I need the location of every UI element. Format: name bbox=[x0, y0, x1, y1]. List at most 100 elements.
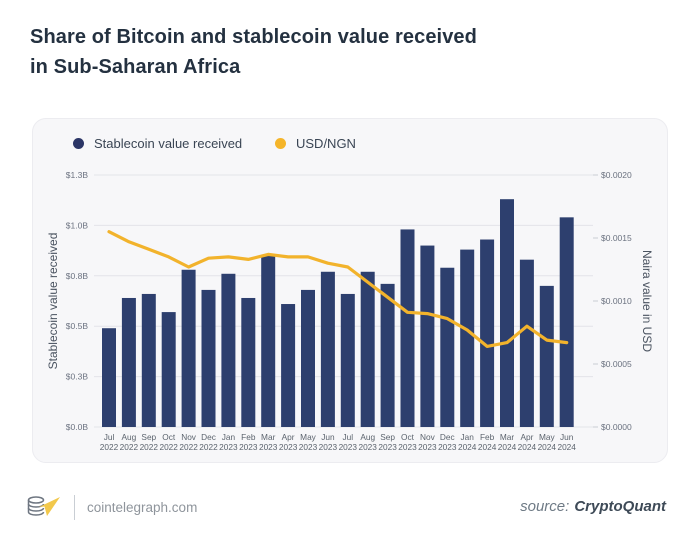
chart-card: Stablecoin value received USD/NGN Stable… bbox=[32, 118, 668, 463]
x-axis-tick-year: 2023 bbox=[219, 442, 238, 452]
x-axis-tick-year: 2023 bbox=[378, 442, 397, 452]
bar bbox=[380, 283, 395, 427]
legend-item-stablecoin: Stablecoin value received bbox=[73, 136, 242, 151]
x-axis-tick-month: Sep bbox=[380, 432, 395, 442]
bar bbox=[261, 255, 276, 427]
x-axis-tick-month: Jun bbox=[321, 432, 335, 442]
x-axis-tick-month: Mar bbox=[500, 432, 515, 442]
bar bbox=[281, 304, 296, 427]
y-axis-tick-left: $1.3B bbox=[66, 170, 89, 180]
bar bbox=[102, 328, 116, 427]
legend-item-usdngn: USD/NGN bbox=[275, 136, 356, 151]
y-axis-tick-left: $1.0B bbox=[66, 220, 89, 230]
x-axis-tick-month: Nov bbox=[420, 432, 436, 442]
y-axis-tick-right: $0.0020 bbox=[601, 170, 632, 180]
y-axis-tick-right: $0.0010 bbox=[601, 296, 632, 306]
x-axis-tick-year: 2022 bbox=[159, 442, 178, 452]
x-axis-tick-year: 2022 bbox=[179, 442, 198, 452]
x-axis-tick-year: 2023 bbox=[239, 442, 258, 452]
x-axis-tick-month: May bbox=[300, 432, 317, 442]
y-axis-tick-right: $0.0005 bbox=[601, 359, 632, 369]
x-axis-tick-year: 2024 bbox=[478, 442, 497, 452]
x-axis-tick-month: Jan bbox=[222, 432, 236, 442]
footer: cointelegraph.com source: CryptoQuant bbox=[0, 490, 696, 534]
source-label: source: bbox=[520, 498, 570, 515]
bar bbox=[460, 249, 475, 427]
bar bbox=[141, 293, 156, 427]
bar bbox=[181, 269, 196, 427]
x-axis-tick-year: 2023 bbox=[339, 442, 358, 452]
x-axis-tick-month: Feb bbox=[480, 432, 495, 442]
bar bbox=[400, 229, 415, 427]
usdngn-line bbox=[107, 230, 569, 348]
bar bbox=[519, 259, 534, 427]
x-axis-tick-year: 2024 bbox=[458, 442, 477, 452]
x-axis-tick-month: Apr bbox=[520, 432, 533, 442]
x-axis-tick-month: Feb bbox=[241, 432, 256, 442]
y-axis-tick-left: $0.5B bbox=[66, 321, 89, 331]
x-axis-tick-month: Sep bbox=[141, 432, 156, 442]
footer-divider bbox=[74, 494, 75, 520]
bar bbox=[201, 289, 216, 427]
bar bbox=[320, 271, 335, 427]
x-axis-tick-year: 2023 bbox=[358, 442, 377, 452]
x-axis-tick-year: 2024 bbox=[538, 442, 557, 452]
x-axis-tick-year: 2023 bbox=[299, 442, 318, 452]
bar bbox=[221, 273, 236, 427]
x-axis-tick-month: Jan bbox=[461, 432, 475, 442]
bar bbox=[161, 312, 176, 427]
x-axis-tick-month: Jul bbox=[342, 432, 353, 442]
bar bbox=[301, 289, 315, 427]
legend-label-usdngn: USD/NGN bbox=[296, 136, 356, 151]
site-name: cointelegraph.com bbox=[87, 499, 198, 515]
x-axis-tick-year: 2024 bbox=[518, 442, 537, 452]
x-axis-tick-month: Jun bbox=[560, 432, 574, 442]
chart-svg: $0.0B $0.3B $0.5B $0.8B $1.0B $1.3B $0.0000 $0.… bbox=[66, 170, 632, 452]
x-axis-tick-month: Oct bbox=[401, 432, 415, 442]
bar bbox=[440, 267, 455, 427]
x-axis-tick-year: 2023 bbox=[279, 442, 298, 452]
legend-label-stablecoin: Stablecoin value received bbox=[94, 136, 243, 151]
brand-block: cointelegraph.com bbox=[26, 492, 197, 522]
x-axis-tick-month: Dec bbox=[440, 432, 455, 442]
page-title: Share of Bitcoin and stablecoin value re… bbox=[30, 22, 477, 82]
y-axis-tick-right: $0.0000 bbox=[601, 422, 632, 432]
y-axis-tick-right: $0.0015 bbox=[601, 233, 632, 243]
source-name: CryptoQuant bbox=[574, 498, 666, 515]
bar bbox=[121, 297, 136, 427]
bar bbox=[360, 271, 375, 427]
x-axis-tick-year: 2022 bbox=[100, 442, 119, 452]
x-axis-tick-month: Oct bbox=[162, 432, 176, 442]
bar bbox=[500, 199, 514, 427]
x-axis-tick-year: 2023 bbox=[259, 442, 278, 452]
y-axis-tick-left: $0.3B bbox=[66, 372, 89, 382]
legend-dot-stablecoin-icon bbox=[73, 138, 84, 149]
bar bbox=[559, 217, 574, 427]
x-axis-tick-month: Nov bbox=[181, 432, 197, 442]
x-axis-tick-year: 2024 bbox=[557, 442, 576, 452]
bar bbox=[480, 239, 495, 427]
x-axis-tick-month: Aug bbox=[122, 432, 137, 442]
bar bbox=[539, 285, 554, 427]
x-axis-tick-year: 2023 bbox=[398, 442, 417, 452]
x-axis-tick-year: 2022 bbox=[120, 442, 139, 452]
x-axis-tick-year: 2023 bbox=[438, 442, 457, 452]
x-axis-tick-year: 2023 bbox=[319, 442, 338, 452]
x-axis-tick-month: Jul bbox=[104, 432, 115, 442]
x-axis-tick-month: May bbox=[539, 432, 556, 442]
x-axis-tick-year: 2023 bbox=[418, 442, 437, 452]
x-axis-tick-year: 2024 bbox=[498, 442, 517, 452]
x-axis-tick-month: Apr bbox=[282, 432, 295, 442]
page-title-line1: Share of Bitcoin and stablecoin value re… bbox=[30, 26, 477, 48]
y-axis-tick-left: $0.0B bbox=[66, 422, 89, 432]
x-axis-tick-year: 2022 bbox=[140, 442, 159, 452]
page-title-line2: in Sub-Saharan Africa bbox=[30, 56, 241, 78]
bar bbox=[340, 293, 355, 427]
source-block: source: CryptoQuant bbox=[520, 498, 666, 515]
x-axis-tick-month: Dec bbox=[201, 432, 216, 442]
x-axis-tick-month: Aug bbox=[360, 432, 375, 442]
legend-dot-usdngn-icon bbox=[275, 138, 286, 149]
x-axis-tick-month: Mar bbox=[261, 432, 276, 442]
bar bbox=[241, 297, 256, 427]
